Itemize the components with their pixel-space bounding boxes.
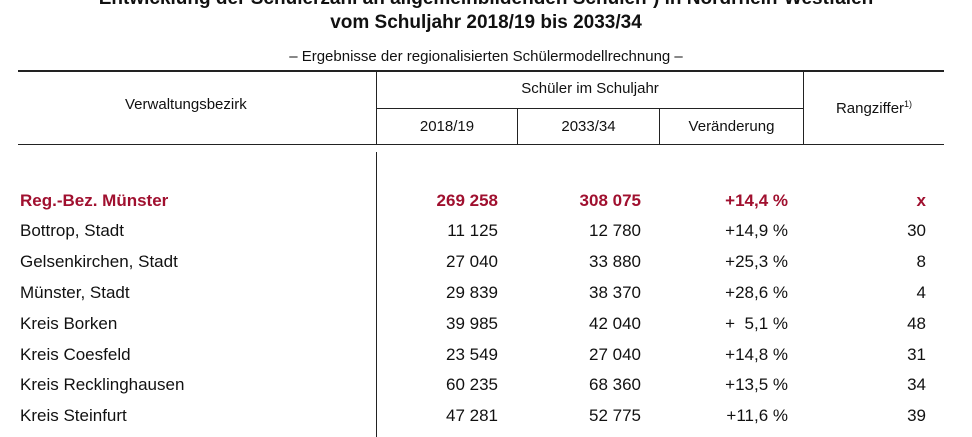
row-district: Bottrop, Stadt <box>20 221 124 240</box>
table-row: Kreis Coesfeld 23 549 27 040 +14,8 % 31 <box>0 340 972 370</box>
row-change: +14,8 % <box>725 345 788 364</box>
row-district: Kreis Steinfurt <box>20 406 127 425</box>
table-row: Kreis Steinfurt 47 281 52 775 +11,6 % 39 <box>0 401 972 431</box>
header-col-c-label: Veränderung <box>688 118 775 135</box>
row-rank: 34 <box>907 375 926 394</box>
row-value-2033: 12 780 <box>589 221 641 240</box>
header-rank-label: Rangziffer <box>835 100 905 117</box>
row-change: +14,9 % <box>725 221 788 240</box>
column-divider-b-c <box>659 108 660 145</box>
row-value-2033: 52 775 <box>589 406 641 425</box>
table-top-rule <box>18 70 944 72</box>
row-value-2018: 47 281 <box>446 406 498 425</box>
table-row: Kreis Borken 39 985 42 040 + 5,1 % 48 <box>0 309 972 339</box>
row-rank: 8 <box>916 252 926 271</box>
row-change: + 5,1 % <box>725 314 788 333</box>
row-district: Kreis Borken <box>20 314 118 333</box>
table-row: Kreis Recklinghausen 60 235 68 360 +13,5… <box>0 370 972 400</box>
row-district: Kreis Recklinghausen <box>20 375 185 394</box>
row-rank: 30 <box>907 221 926 240</box>
row-value-2018: 39 985 <box>446 314 498 333</box>
row-district: Gelsenkirchen, Stadt <box>20 252 178 271</box>
header-rank: Rangziffer1) <box>804 99 944 117</box>
row-value-2033: 68 360 <box>589 375 641 394</box>
group-header-rule <box>376 108 804 109</box>
table-row: Bottrop, Stadt 11 125 12 780 +14,9 % 30 <box>0 216 972 246</box>
row-value-2033: 33 880 <box>589 252 641 271</box>
row-value-2033: 42 040 <box>589 314 641 333</box>
row-district: Reg.-Bez. Münster <box>20 191 169 210</box>
row-value-2018: 11 125 <box>447 221 498 240</box>
table-row: Münster, Stadt 29 839 38 370 +28,6 % 4 <box>0 278 972 308</box>
row-value-2018: 269 258 <box>436 191 498 210</box>
row-value-2033: 27 040 <box>589 345 641 364</box>
header-col-a-label: 2018/19 <box>419 118 475 135</box>
header-district: Verwaltungsbezirk <box>125 96 247 113</box>
row-value-2033: 308 075 <box>579 191 641 210</box>
table-row: Reg.-Bez. Münster 269 258 308 075 +14,4 … <box>0 186 972 216</box>
row-value-2018: 29 839 <box>446 283 498 302</box>
district-column-divider <box>376 71 377 145</box>
header-col-b: 2033/34 <box>518 118 659 135</box>
rank-column-divider <box>803 71 804 145</box>
header-bottom-rule <box>18 144 944 145</box>
row-change: +28,6 % <box>725 283 788 302</box>
row-change: +13,5 % <box>725 375 788 394</box>
row-change: +25,3 % <box>725 252 788 271</box>
page-title-line-1: Entwicklung der Schülerzahl an allgemein… <box>0 0 972 10</box>
row-district: Kreis Coesfeld <box>20 345 131 364</box>
page-title-line-2: vom Schuljahr 2018/19 bis 2033/34 <box>330 12 642 33</box>
row-rank: 39 <box>907 406 926 425</box>
column-divider-a-b <box>517 108 518 145</box>
header-rank-footnote: 1) <box>904 99 913 109</box>
row-change: +14,4 % <box>725 191 788 210</box>
row-value-2018: 60 235 <box>446 375 498 394</box>
subtitle: – Ergebnisse der regionalisierten Schüle… <box>289 48 683 65</box>
header-group-label: Schüler im Schuljahr <box>521 80 659 97</box>
header-col-b-label: 2033/34 <box>561 118 616 135</box>
row-value-2033: 38 370 <box>589 283 641 302</box>
row-rank: 48 <box>907 314 926 333</box>
row-rank: 31 <box>907 345 926 364</box>
header-col-a: 2018/19 <box>377 118 517 135</box>
row-rank: x <box>916 191 926 210</box>
header-col-c: Veränderung <box>660 118 803 135</box>
row-district: Münster, Stadt <box>20 283 130 302</box>
header-group: Schüler im Schuljahr <box>377 80 803 97</box>
row-rank: 4 <box>916 283 926 302</box>
row-value-2018: 23 549 <box>446 345 498 364</box>
district-column-divider-body <box>376 152 377 437</box>
table-row: Gelsenkirchen, Stadt 27 040 33 880 +25,3… <box>0 247 972 277</box>
row-value-2018: 27 040 <box>446 252 498 271</box>
row-change: +11,6 % <box>726 406 788 425</box>
